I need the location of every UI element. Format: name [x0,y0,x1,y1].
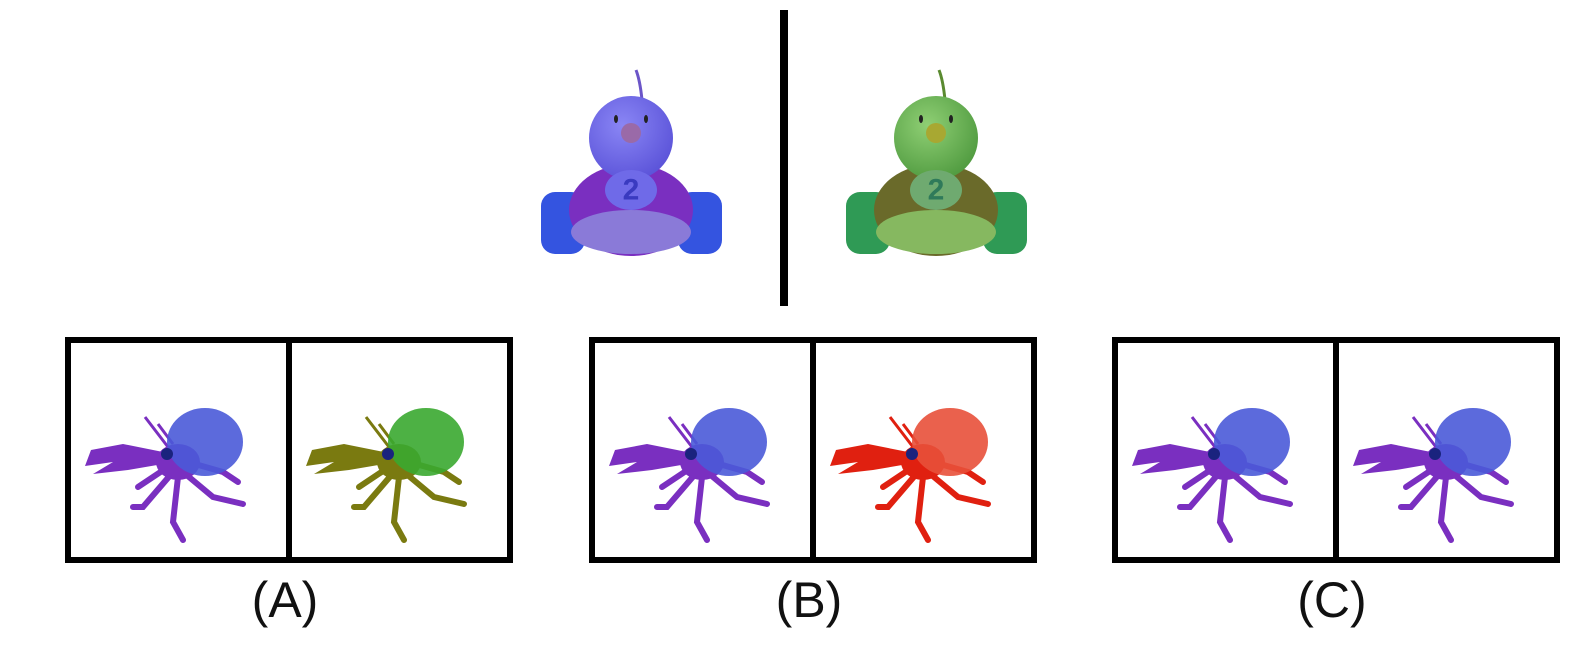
crab-leg [1398,469,1444,510]
crab [830,408,991,543]
crab-shell [1214,408,1290,476]
crab-leg [1448,469,1514,507]
crab-leg [130,469,176,510]
crab-leg [390,474,407,543]
crab-claw [306,444,384,474]
toy-number: 2 [623,174,640,207]
crab-leg [654,469,700,510]
divider [780,10,788,306]
crab-eye [1208,448,1220,460]
crab-eye [906,448,918,460]
crab-leg [401,469,467,507]
crab-shell [1435,408,1511,476]
crab-leg [351,469,397,510]
option-label: (B) [776,572,843,628]
crab-leg [169,474,186,543]
crab-eye [382,448,394,460]
crab [306,408,467,543]
crab-eye [161,448,173,460]
crab [85,408,246,543]
crab-claw [85,444,163,474]
crab-claw [830,444,908,474]
crab-leg [180,469,246,507]
option: (B) [589,337,1037,628]
crab-claw [1132,444,1210,474]
option-label: (A) [252,572,319,628]
crab-claw [1353,444,1431,474]
crab-leg [1177,469,1223,510]
crab-leg [914,474,931,543]
crab-leg [875,469,921,510]
option: (A) [65,337,513,628]
toy-number: 2 [928,174,945,207]
crab [1353,408,1514,543]
crab-leg [925,469,991,507]
crab-leg [693,474,710,543]
option: (C) [1112,337,1560,628]
toy-left: 2 [541,69,722,256]
crab-shell [388,408,464,476]
crab-claw [609,444,687,474]
toy-right: 2 [846,69,1027,256]
option-label: (C) [1297,572,1366,628]
crab-leg [1437,474,1454,543]
crab-leg [1216,474,1233,543]
crab-leg [1227,469,1293,507]
crab [1132,408,1293,543]
options: (A) (B) (C) [65,337,1560,628]
crab-shell [167,408,243,476]
crab-eye [1429,448,1441,460]
crab-eye [685,448,697,460]
crab-shell [912,408,988,476]
crab-leg [704,469,770,507]
crab-shell [691,408,767,476]
crab [609,408,770,543]
